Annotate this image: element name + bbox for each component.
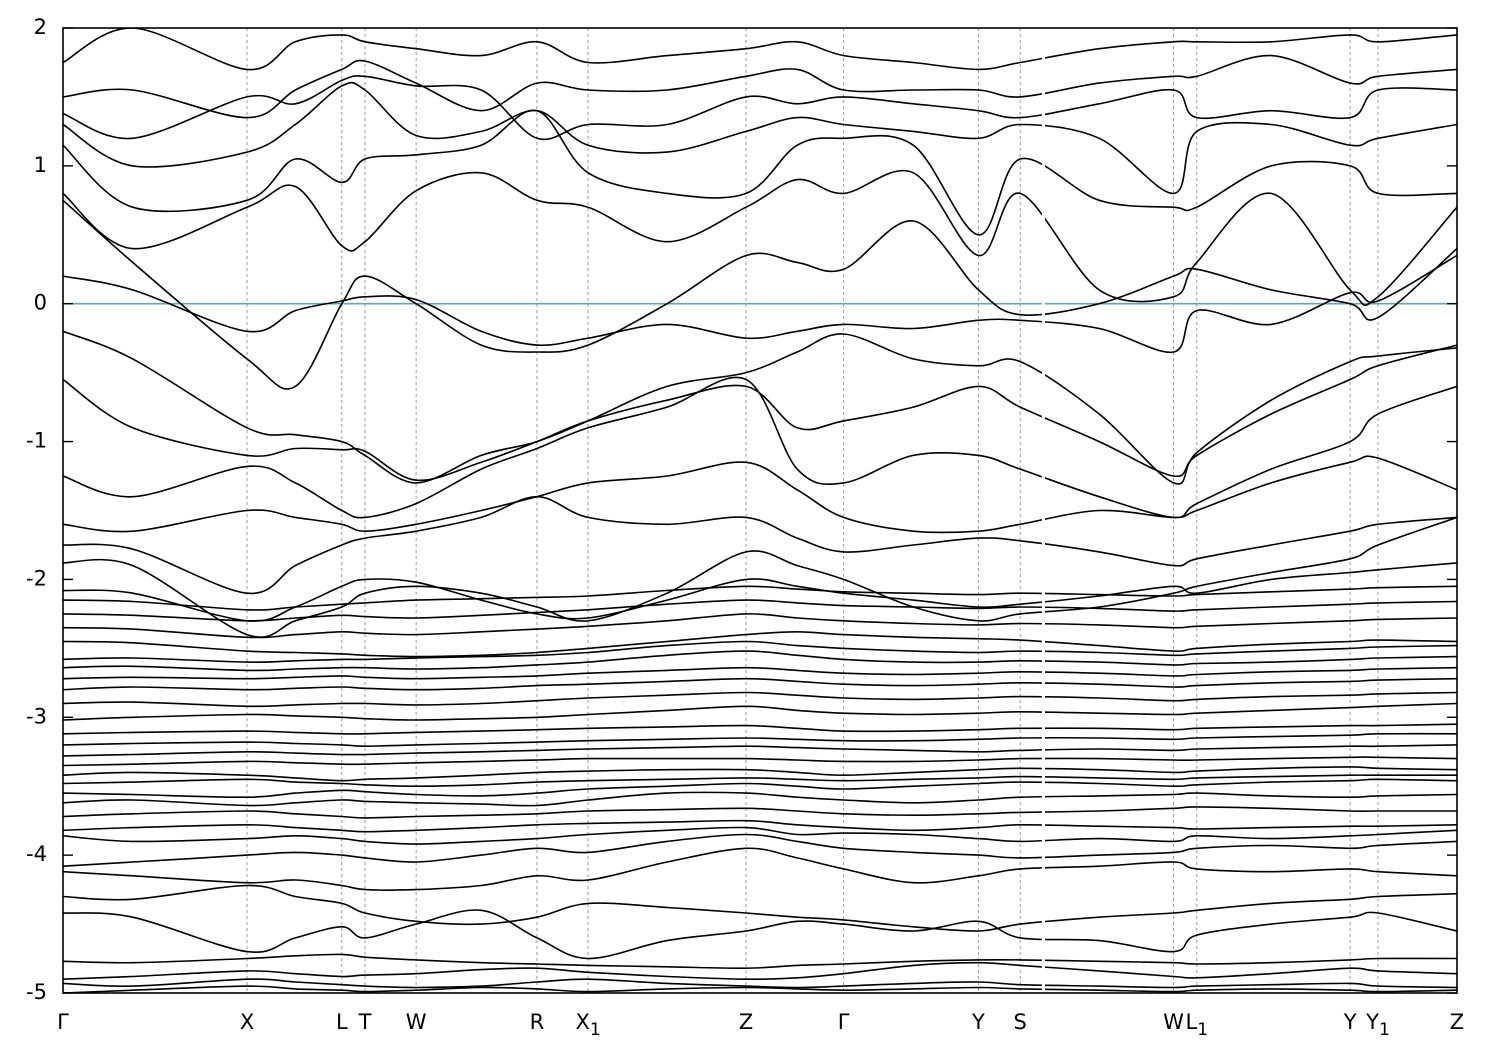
band-5 [63, 884, 1457, 932]
kpoint-label-14: Y1 [1365, 1010, 1390, 1040]
band-17 [63, 732, 1457, 748]
band-30 [63, 516, 1457, 638]
band-25 [63, 630, 1457, 658]
band-9 [63, 819, 1457, 833]
kpoint-label-1: X [240, 1010, 254, 1034]
band-41 [63, 75, 1457, 141]
band-4 [63, 909, 1457, 960]
y-tick-label: 0 [34, 291, 47, 315]
y-tick-label: -4 [26, 842, 47, 866]
y-tick-label: -1 [26, 429, 47, 453]
kpoint-label-13: Y [1343, 1010, 1357, 1034]
kpoint-label-0: Γ [57, 1010, 69, 1034]
y-tick-label: -5 [26, 980, 47, 1004]
band-23 [63, 650, 1457, 672]
y-axis-ticks: -5 -4 -3 -2 -1 0 1 2 [26, 15, 1457, 1004]
band-43 [63, 28, 1457, 71]
band-26 [63, 613, 1457, 639]
band-40 [63, 81, 1457, 195]
band-38 [63, 170, 1457, 307]
path-break-0 [1041, 29, 1045, 992]
band-16 [63, 744, 1457, 757]
band-20 [63, 691, 1457, 708]
band-36 [63, 254, 1457, 354]
y-tick-label: 2 [34, 15, 47, 39]
plot-frame [62, 27, 1458, 994]
band-31 [63, 495, 1457, 595]
band-39 [63, 109, 1457, 236]
kpoint-label-11: W [1163, 1010, 1184, 1034]
kpoint-label-4: W [406, 1010, 427, 1034]
kpoint-grid-lines [246, 28, 1379, 993]
kpoint-label-7: Z [739, 1010, 753, 1034]
band-14 [63, 766, 1457, 782]
band-21 [63, 677, 1457, 691]
band-24 [63, 640, 1457, 664]
band-35 [63, 330, 1457, 485]
kpoint-label-12: L1 [1186, 1010, 1209, 1040]
kpoint-label-9: Y [971, 1010, 985, 1034]
x-axis-kpoint-labels: Γ X L T W R X1 Z Γ Y S W L1 Y Y1 Z [57, 1010, 1464, 1040]
y-tick-label: -3 [26, 704, 47, 728]
band-7 [63, 833, 1457, 867]
band-6 [63, 847, 1457, 891]
band-32 [63, 455, 1457, 534]
band-lines [63, 28, 1457, 993]
kpoint-label-15: Z [1450, 1010, 1464, 1034]
band-37 [63, 199, 1457, 390]
band-33 [63, 376, 1457, 519]
band-1 [63, 978, 1457, 989]
band-18 [63, 723, 1457, 735]
band-11 [63, 791, 1457, 807]
band-0 [63, 985, 1457, 993]
kpoint-label-3: T [358, 1010, 372, 1034]
band-3 [63, 953, 1457, 970]
band-15 [63, 756, 1457, 767]
band-28 [63, 585, 1457, 611]
band-29 [63, 562, 1457, 622]
band-19 [63, 702, 1457, 721]
band-42 [63, 54, 1457, 119]
band-27 [63, 599, 1457, 622]
band-8 [63, 826, 1457, 845]
kpoint-label-6: X1 [575, 1010, 600, 1040]
band-10 [63, 806, 1457, 819]
band-12 [63, 778, 1457, 799]
kpoint-label-5: R [530, 1010, 545, 1034]
y-tick-label: -2 [26, 566, 47, 590]
band-22 [63, 666, 1457, 680]
kpoint-label-10: S [1014, 1010, 1027, 1034]
band-13 [63, 774, 1457, 788]
band-34 [63, 344, 1457, 482]
kpoint-label-2: L [336, 1010, 348, 1034]
kpoint-label-8: Γ [838, 1010, 850, 1034]
band-2 [63, 961, 1457, 981]
path-break-gap [1041, 29, 1045, 992]
y-tick-label: 1 [34, 153, 47, 177]
